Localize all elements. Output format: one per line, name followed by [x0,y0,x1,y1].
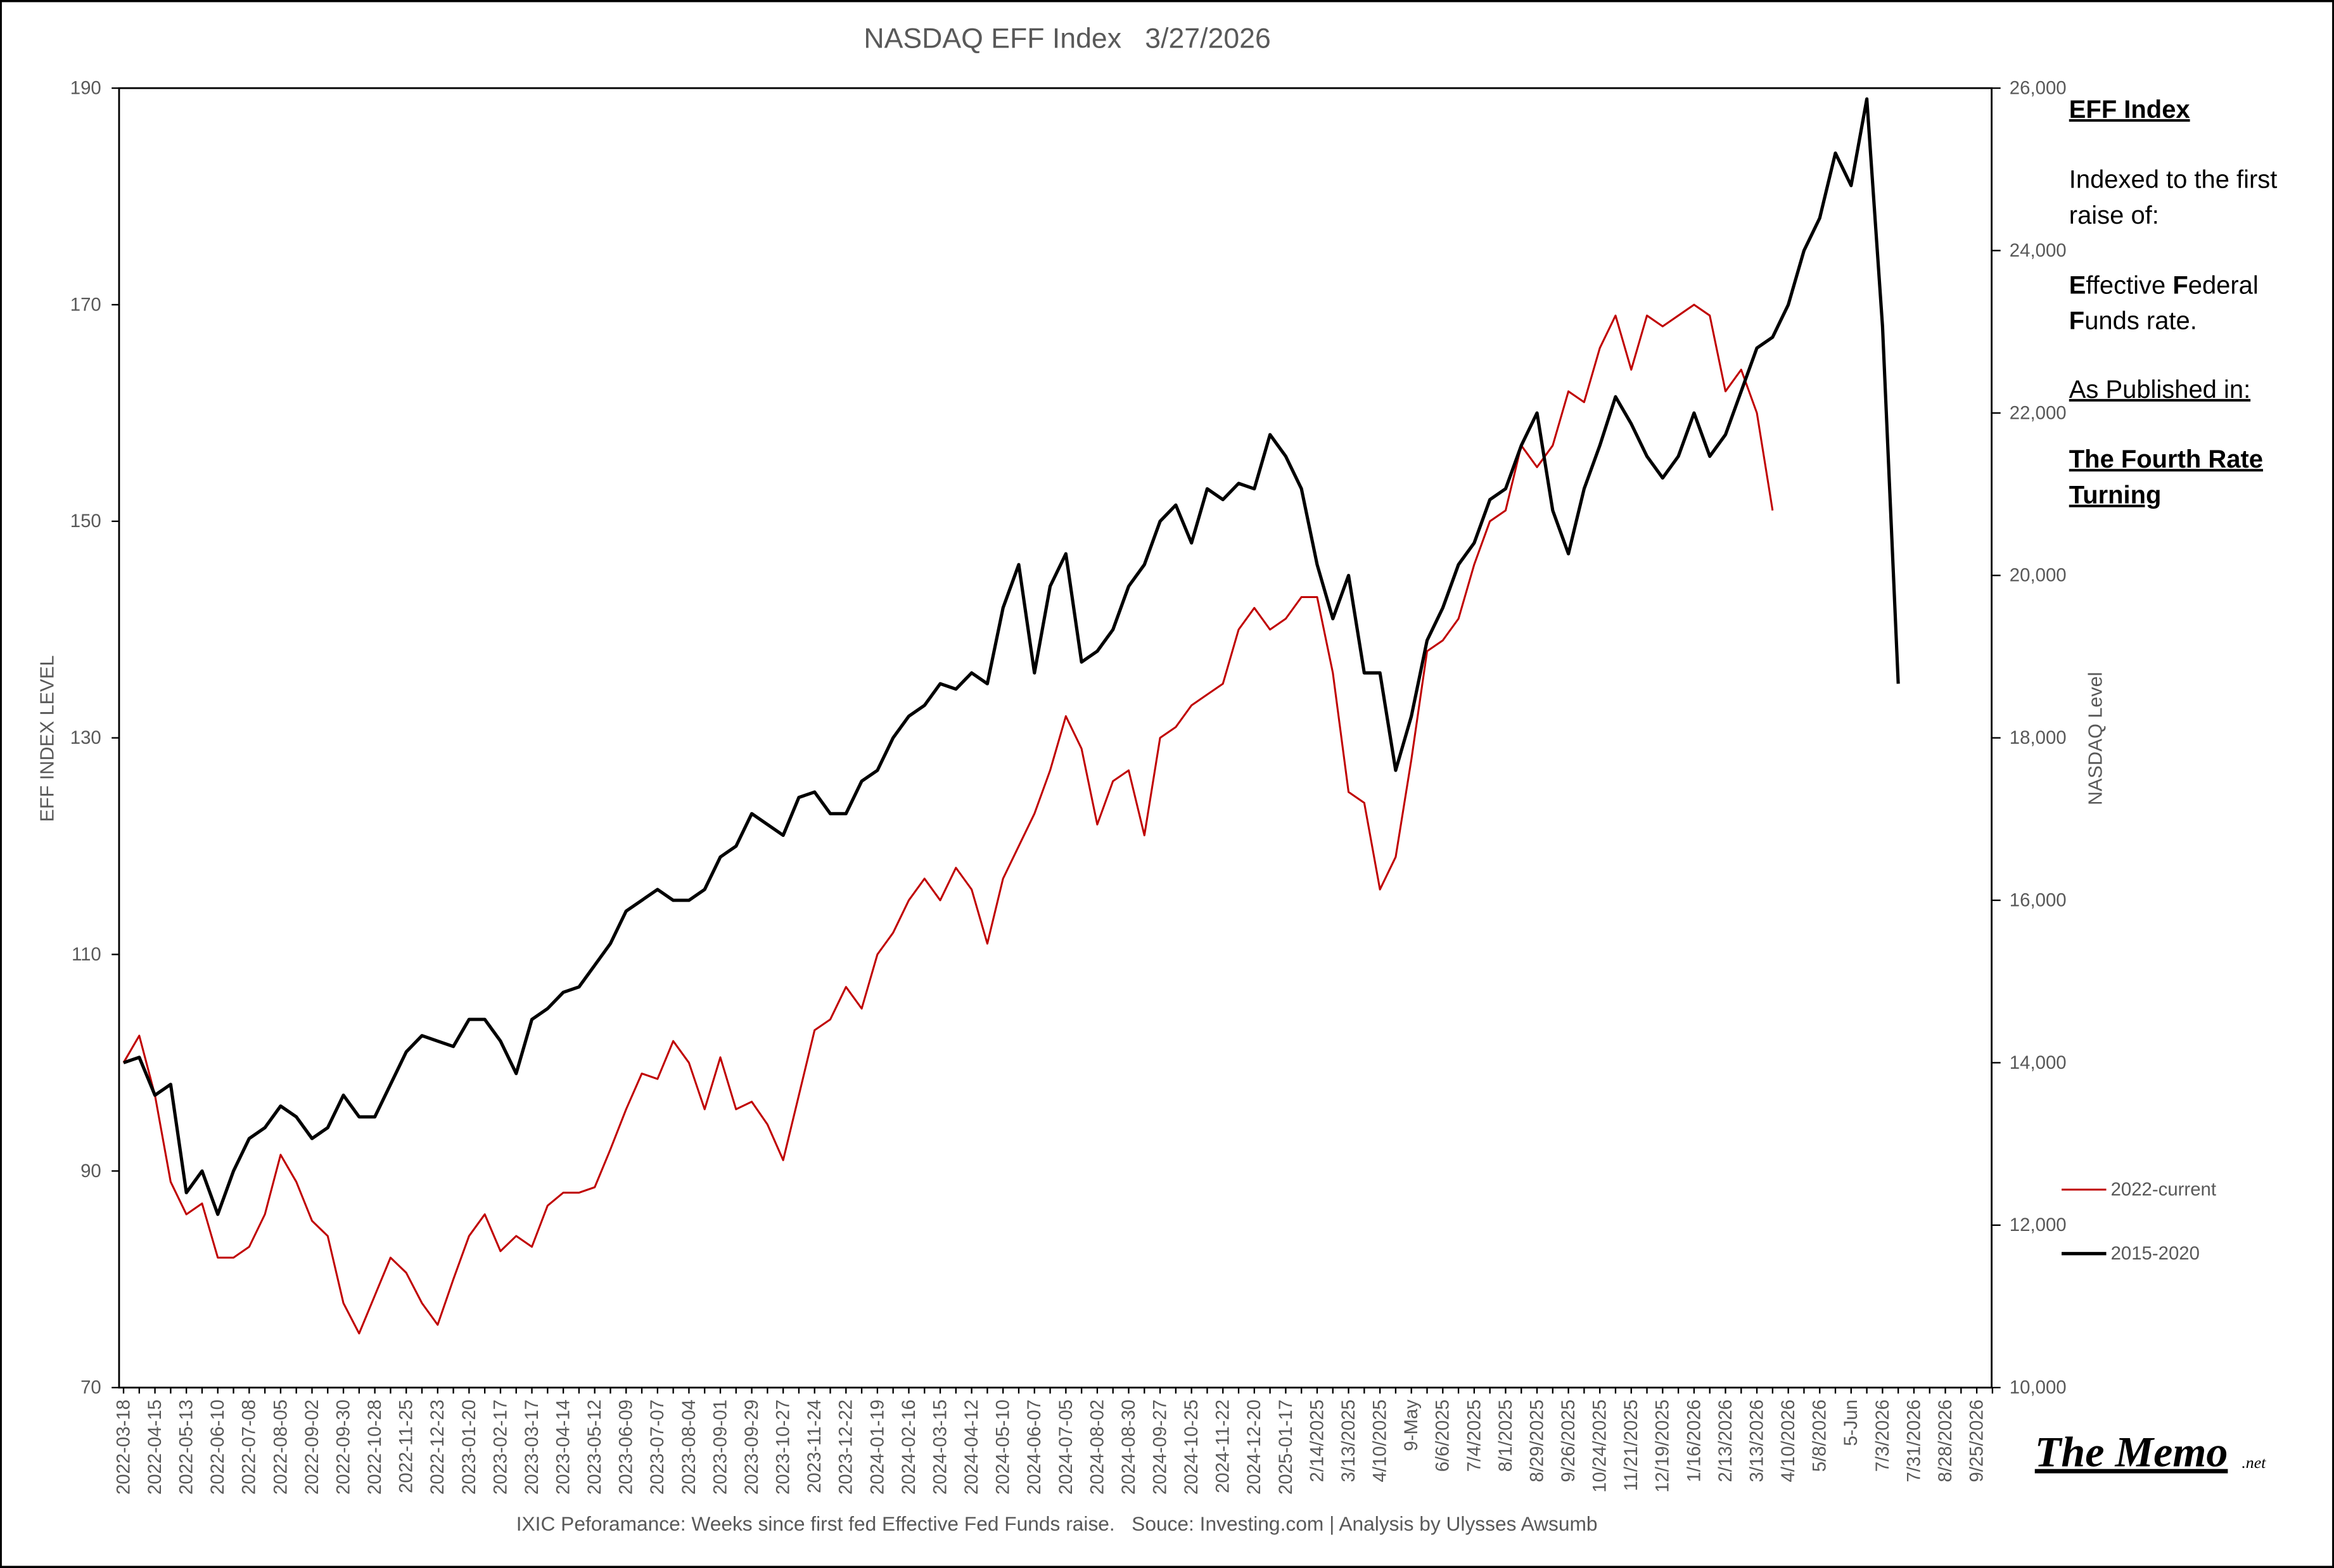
x-tick-label: 2022-12-23 [427,1399,448,1495]
y2-tick-label: 14,000 [2010,1052,2067,1073]
note-heading: EFF Index [2069,96,2190,124]
x-tick-label: 2023-02-17 [490,1399,511,1495]
x-tick-label: 2023-05-12 [584,1399,605,1495]
x-tick-label: 2024-07-05 [1055,1399,1076,1495]
note-line: The Fourth Rate [2069,445,2263,473]
x-tick-label: 2022-09-30 [333,1399,354,1495]
note-line: As Published in: [2069,376,2250,404]
legend-label: 2022-current [2111,1179,2216,1200]
x-tick-label: 4/10/2025 [1370,1399,1391,1482]
x-tick-label: 8/29/2025 [1526,1399,1547,1482]
x-tick-label: 2023-12-22 [836,1399,857,1495]
y2-tick-label: 22,000 [2010,402,2067,423]
x-tick-label: 2023-03-17 [521,1399,542,1495]
x-tick-label: 7/3/2026 [1872,1399,1893,1472]
x-tick-label: 2024-04-12 [961,1399,982,1495]
note-line: raise of: [2069,201,2159,229]
x-tick-label: 2022-03-18 [113,1399,134,1495]
x-tick-label: 2022-09-02 [302,1399,322,1495]
y2-tick-label: 24,000 [2010,240,2067,261]
x-tick-label: 7/31/2026 [1903,1399,1924,1482]
x-tick-label: 9/25/2026 [1967,1399,1987,1482]
x-tick-label: 2024-11-22 [1213,1399,1234,1493]
x-tick-label: 3/13/2025 [1338,1399,1359,1482]
note-line: Effective Federal [2069,271,2259,299]
y2-tick-label: 26,000 [2010,78,2067,99]
y2-tick-label: 10,000 [2010,1377,2067,1398]
x-tick-label: 2023-01-20 [459,1399,480,1495]
note-line: Indexed to the first [2069,166,2278,194]
x-tick-label: 2022-07-08 [239,1399,260,1495]
note-line: Funds rate. [2069,307,2197,335]
x-tick-label: 7/4/2025 [1464,1399,1484,1472]
x-tick-label: 2024-12-20 [1244,1399,1265,1495]
footer: IXIC Peforamance: Weeks since first fed … [516,1512,1598,1535]
x-tick-label: 2022-05-13 [176,1399,197,1495]
legend-label: 2015-2020 [2111,1243,2200,1264]
chart-title: NASDAQ EFF Index 3/27/2026 [864,23,1270,54]
y-tick-label: 70 [80,1377,101,1398]
x-tick-label: 2022-11-25 [396,1399,417,1493]
x-tick-label: 2024-08-30 [1118,1399,1139,1495]
x-tick-label: 1/16/2026 [1683,1399,1704,1482]
line-series [122,303,1774,1335]
x-tick-label: 10/24/2025 [1590,1399,1610,1493]
x-tick-label: 2022-10-28 [364,1399,385,1495]
x-tick-label: 2022-08-05 [270,1399,291,1495]
note-line: Turning [2069,481,2162,509]
x-tick-label: 2023-11-24 [804,1399,825,1493]
x-tick-label: 9-May [1401,1399,1422,1451]
x-tick-label: 2024-03-15 [929,1399,950,1495]
y-tick-label: 170 [70,294,101,315]
y2-tick-label: 16,000 [2010,889,2067,910]
x-tick-label: 2024-02-16 [898,1399,919,1495]
y-tick-label: 150 [70,511,101,532]
y-axis-label: EFF INDEX LEVEL [37,655,58,822]
x-tick-label: 9/26/2025 [1558,1399,1579,1482]
y-tick-label: 110 [72,944,101,965]
line-series [123,97,1900,1216]
y2-axis-label: NASDAQ Level [2084,672,2106,805]
x-tick-label: 4/10/2026 [1778,1399,1799,1482]
y-tick-label: 130 [70,727,101,748]
logo: The Memo [2035,1428,2228,1476]
x-tick-label: 2024-09-27 [1149,1399,1170,1495]
y2-tick-label: 20,000 [2010,565,2067,586]
x-tick-label: 2023-09-29 [741,1399,762,1495]
y-tick-label: 90 [80,1161,101,1182]
x-tick-label: 2023-08-04 [679,1399,699,1495]
x-tick-label: 2024-08-02 [1087,1399,1107,1495]
logo-suffix: .net [2242,1453,2266,1472]
x-tick-label: 2023-09-01 [710,1399,730,1495]
x-tick-label: 2023-04-14 [553,1399,574,1495]
x-tick-label: 12/19/2025 [1652,1399,1673,1493]
x-tick-label: 8/28/2026 [1935,1399,1956,1482]
x-tick-label: 2022-06-10 [207,1399,228,1495]
x-tick-label: 2024-05-10 [993,1399,1014,1495]
x-tick-label: 5-Jun [1840,1399,1861,1446]
x-tick-label: 2024-01-19 [867,1399,888,1495]
x-tick-label: 2024-10-25 [1181,1399,1202,1495]
x-tick-label: 2024-06-07 [1024,1399,1045,1495]
x-tick-label: 5/8/2026 [1809,1399,1830,1472]
y2-tick-label: 18,000 [2010,727,2067,748]
y2-tick-label: 12,000 [2010,1214,2067,1235]
x-tick-label: 11/21/2025 [1621,1399,1642,1491]
x-tick-label: 2025-01-17 [1275,1399,1296,1495]
x-tick-label: 3/13/2026 [1746,1399,1767,1482]
x-tick-label: 2023-06-09 [616,1399,637,1495]
y-tick-label: 190 [70,78,101,99]
x-tick-label: 2/13/2026 [1715,1399,1736,1482]
x-tick-label: 2023-07-07 [647,1399,668,1495]
x-tick-label: 6/6/2025 [1432,1399,1453,1472]
x-tick-label: 2/14/2025 [1306,1399,1327,1482]
x-tick-label: 8/1/2025 [1495,1399,1516,1472]
x-tick-label: 2022-04-15 [144,1399,165,1495]
x-tick-label: 2023-10-27 [773,1399,794,1495]
